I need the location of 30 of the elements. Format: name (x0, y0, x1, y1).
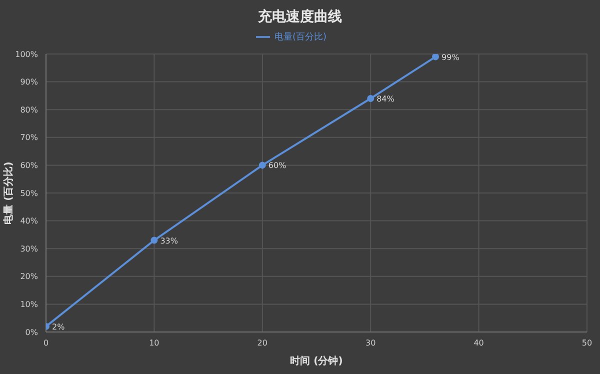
x-tick-label: 30 (366, 338, 376, 348)
x-tick-label: 0 (43, 338, 49, 348)
point (367, 94, 374, 102)
legend-label: 电量(百分比) (274, 32, 327, 42)
x-axis-title: 时间 (分钟) (290, 355, 343, 367)
data-label: 60% (268, 161, 287, 170)
x-tick-label: 10 (149, 338, 160, 348)
x-tick-label: 50 (582, 338, 592, 348)
data-label: 2% (52, 322, 66, 332)
data-label: 99% (442, 52, 460, 62)
y-axis-title: 电量 (百分比) (2, 162, 15, 224)
data-label: 84% (376, 94, 395, 104)
x-tick-label: 40 (474, 338, 484, 348)
point (432, 54, 440, 60)
x-tick-label: 20 (257, 338, 268, 348)
y-tick-label: 0% (25, 328, 38, 337)
y-tick-label: 30% (20, 244, 38, 254)
y-tick-label: 20% (20, 272, 38, 282)
y-tick-label: 90% (20, 78, 38, 87)
chart-title: 充电速度曲线 (257, 8, 343, 26)
y-tick-label: 10% (20, 300, 38, 310)
y-tick-label: 60% (20, 161, 38, 170)
y-tick-label: 100% (15, 50, 38, 59)
y-tick-label: 70% (20, 133, 38, 142)
y-tick-label: 40% (20, 216, 38, 226)
point (258, 162, 266, 169)
y-tick-label: 50% (20, 188, 38, 198)
data-label: 33% (160, 236, 178, 246)
y-tick-label: 80% (20, 105, 38, 114)
point (150, 236, 158, 244)
